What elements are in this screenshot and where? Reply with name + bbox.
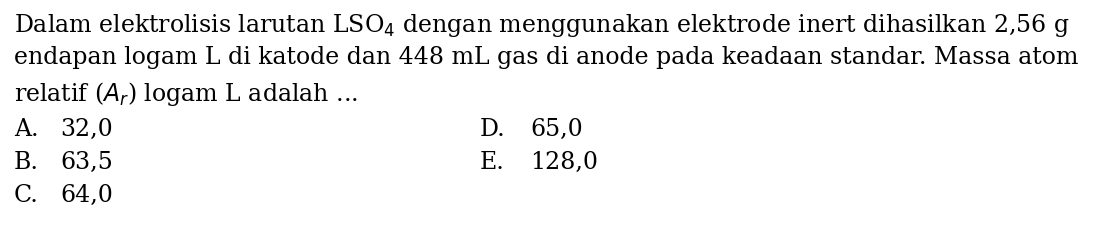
Text: 128,0: 128,0 bbox=[530, 151, 598, 174]
Text: A.: A. bbox=[15, 118, 39, 141]
Text: 63,5: 63,5 bbox=[60, 151, 113, 174]
Text: 65,0: 65,0 bbox=[530, 118, 582, 141]
Text: 32,0: 32,0 bbox=[60, 118, 113, 141]
Text: Dalam elektrolisis larutan LSO$_4$ dengan menggunakan elektrode inert dihasilkan: Dalam elektrolisis larutan LSO$_4$ denga… bbox=[15, 12, 1070, 39]
Text: B.: B. bbox=[15, 151, 39, 174]
Text: 64,0: 64,0 bbox=[60, 184, 113, 207]
Text: endapan logam L di katode dan 448 mL gas di anode pada keadaan standar. Massa at: endapan logam L di katode dan 448 mL gas… bbox=[15, 46, 1079, 69]
Text: D.: D. bbox=[480, 118, 505, 141]
Text: C.: C. bbox=[15, 184, 39, 207]
Text: relatif ($\mathit{A_r}$) logam L adalah ...: relatif ($\mathit{A_r}$) logam L adalah … bbox=[15, 80, 358, 108]
Text: E.: E. bbox=[480, 151, 505, 174]
